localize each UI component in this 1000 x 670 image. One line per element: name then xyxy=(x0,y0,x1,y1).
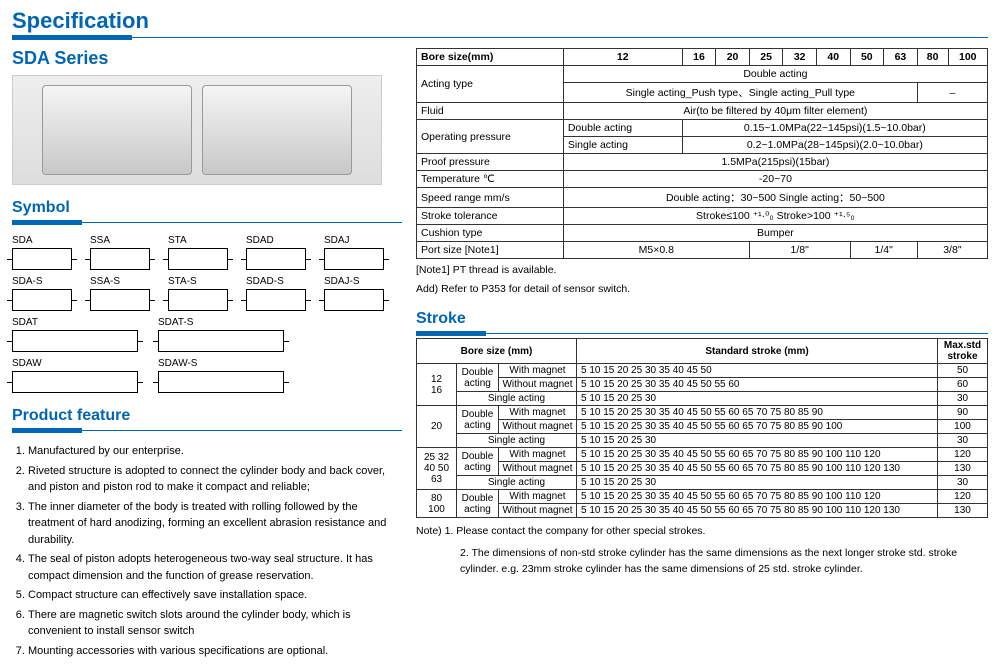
feature-title: Product feature xyxy=(12,407,402,431)
feature-item: There are magnetic switch slots around t… xyxy=(28,607,402,640)
stroke-note1: Note) 1. Please contact the company for … xyxy=(416,524,988,540)
symbol-item: STA xyxy=(168,235,230,270)
symbols-grid: SDA SSA STA SDAD SDAJ SDA-S SSA-S STA-S SDAD-S SD… xyxy=(12,235,402,393)
symbol-item: SDA-S xyxy=(12,276,74,311)
feature-item: Manufactured by our enterprise. xyxy=(28,443,402,460)
symbol-item: SDAD-S xyxy=(246,276,308,311)
features-list: Manufactured by our enterprise. Riveted s… xyxy=(12,443,402,659)
page-title: Specification xyxy=(12,8,988,38)
symbol-item: SDAW xyxy=(12,358,142,393)
symbol-item: SDAT-S xyxy=(158,317,288,352)
symbol-item: SDAJ-S xyxy=(324,276,386,311)
feature-item: The inner diameter of the body is treate… xyxy=(28,499,402,549)
feature-item: Mounting accessories with various specif… xyxy=(28,643,402,660)
stroke-note2: 2. The dimensions of non-std stroke cyli… xyxy=(416,546,988,578)
symbol-item: SDAJ xyxy=(324,235,386,270)
spec-table: Bore size(mm) 121620253240506380100 Acti… xyxy=(416,48,988,259)
symbol-item: SSA-S xyxy=(90,276,152,311)
stroke-table: Bore size (mm) Standard stroke (mm) Max.… xyxy=(416,338,988,518)
symbol-title: Symbol xyxy=(12,199,402,223)
spec-note2: Add) Refer to P353 for detail of sensor … xyxy=(416,282,988,297)
feature-item: Riveted structure is adopted to connect … xyxy=(28,463,402,496)
product-image xyxy=(12,75,382,185)
feature-item: Compact structure can effectively save i… xyxy=(28,587,402,604)
symbol-item: SSA xyxy=(90,235,152,270)
symbol-item: SDAD xyxy=(246,235,308,270)
symbol-item: STA-S xyxy=(168,276,230,311)
symbol-item: SDA xyxy=(12,235,74,270)
feature-item: The seal of piston adopts heterogeneous … xyxy=(28,551,402,584)
symbol-item: SDAT xyxy=(12,317,142,352)
spec-note1: [Note1] PT thread is available. xyxy=(416,263,988,278)
symbol-item: SDAW-S xyxy=(158,358,288,393)
series-title: SDA Series xyxy=(12,48,402,69)
stroke-title: Stroke xyxy=(416,310,988,334)
